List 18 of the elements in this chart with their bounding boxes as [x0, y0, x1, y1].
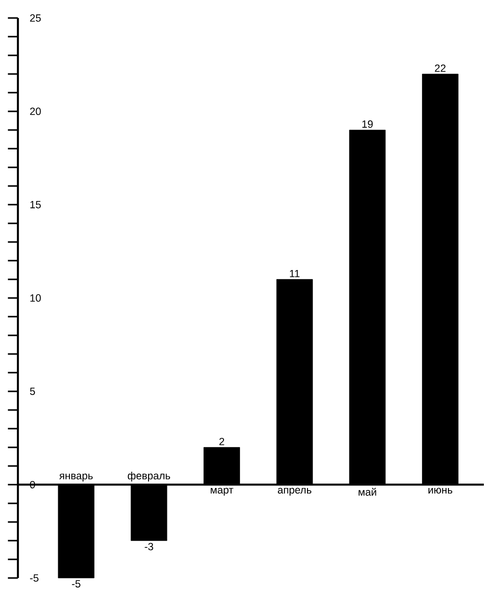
y-tick-label: 10	[30, 294, 41, 302]
y-tick-label: 25	[30, 14, 41, 22]
data-label: -3	[144, 542, 154, 550]
data-label: 19	[362, 120, 373, 128]
y-tick-label: -5	[30, 574, 38, 582]
x-tick-label: апрель	[278, 488, 312, 496]
data-label: 22	[434, 64, 446, 72]
x-tick-label: февраль	[128, 472, 170, 482]
x-tick-label: январь	[59, 474, 93, 482]
data-label: 11	[290, 270, 300, 278]
y-tick-label: 20	[30, 108, 41, 116]
y-tick-label: 5	[30, 388, 36, 395]
y-tick-label: 15	[30, 201, 41, 208]
data-label: -5	[72, 580, 80, 588]
data-label: 2	[219, 438, 224, 446]
x-tick-label: июнь	[428, 488, 452, 494]
x-tick-label: май	[358, 488, 376, 496]
x-tick-label: март	[210, 488, 234, 496]
